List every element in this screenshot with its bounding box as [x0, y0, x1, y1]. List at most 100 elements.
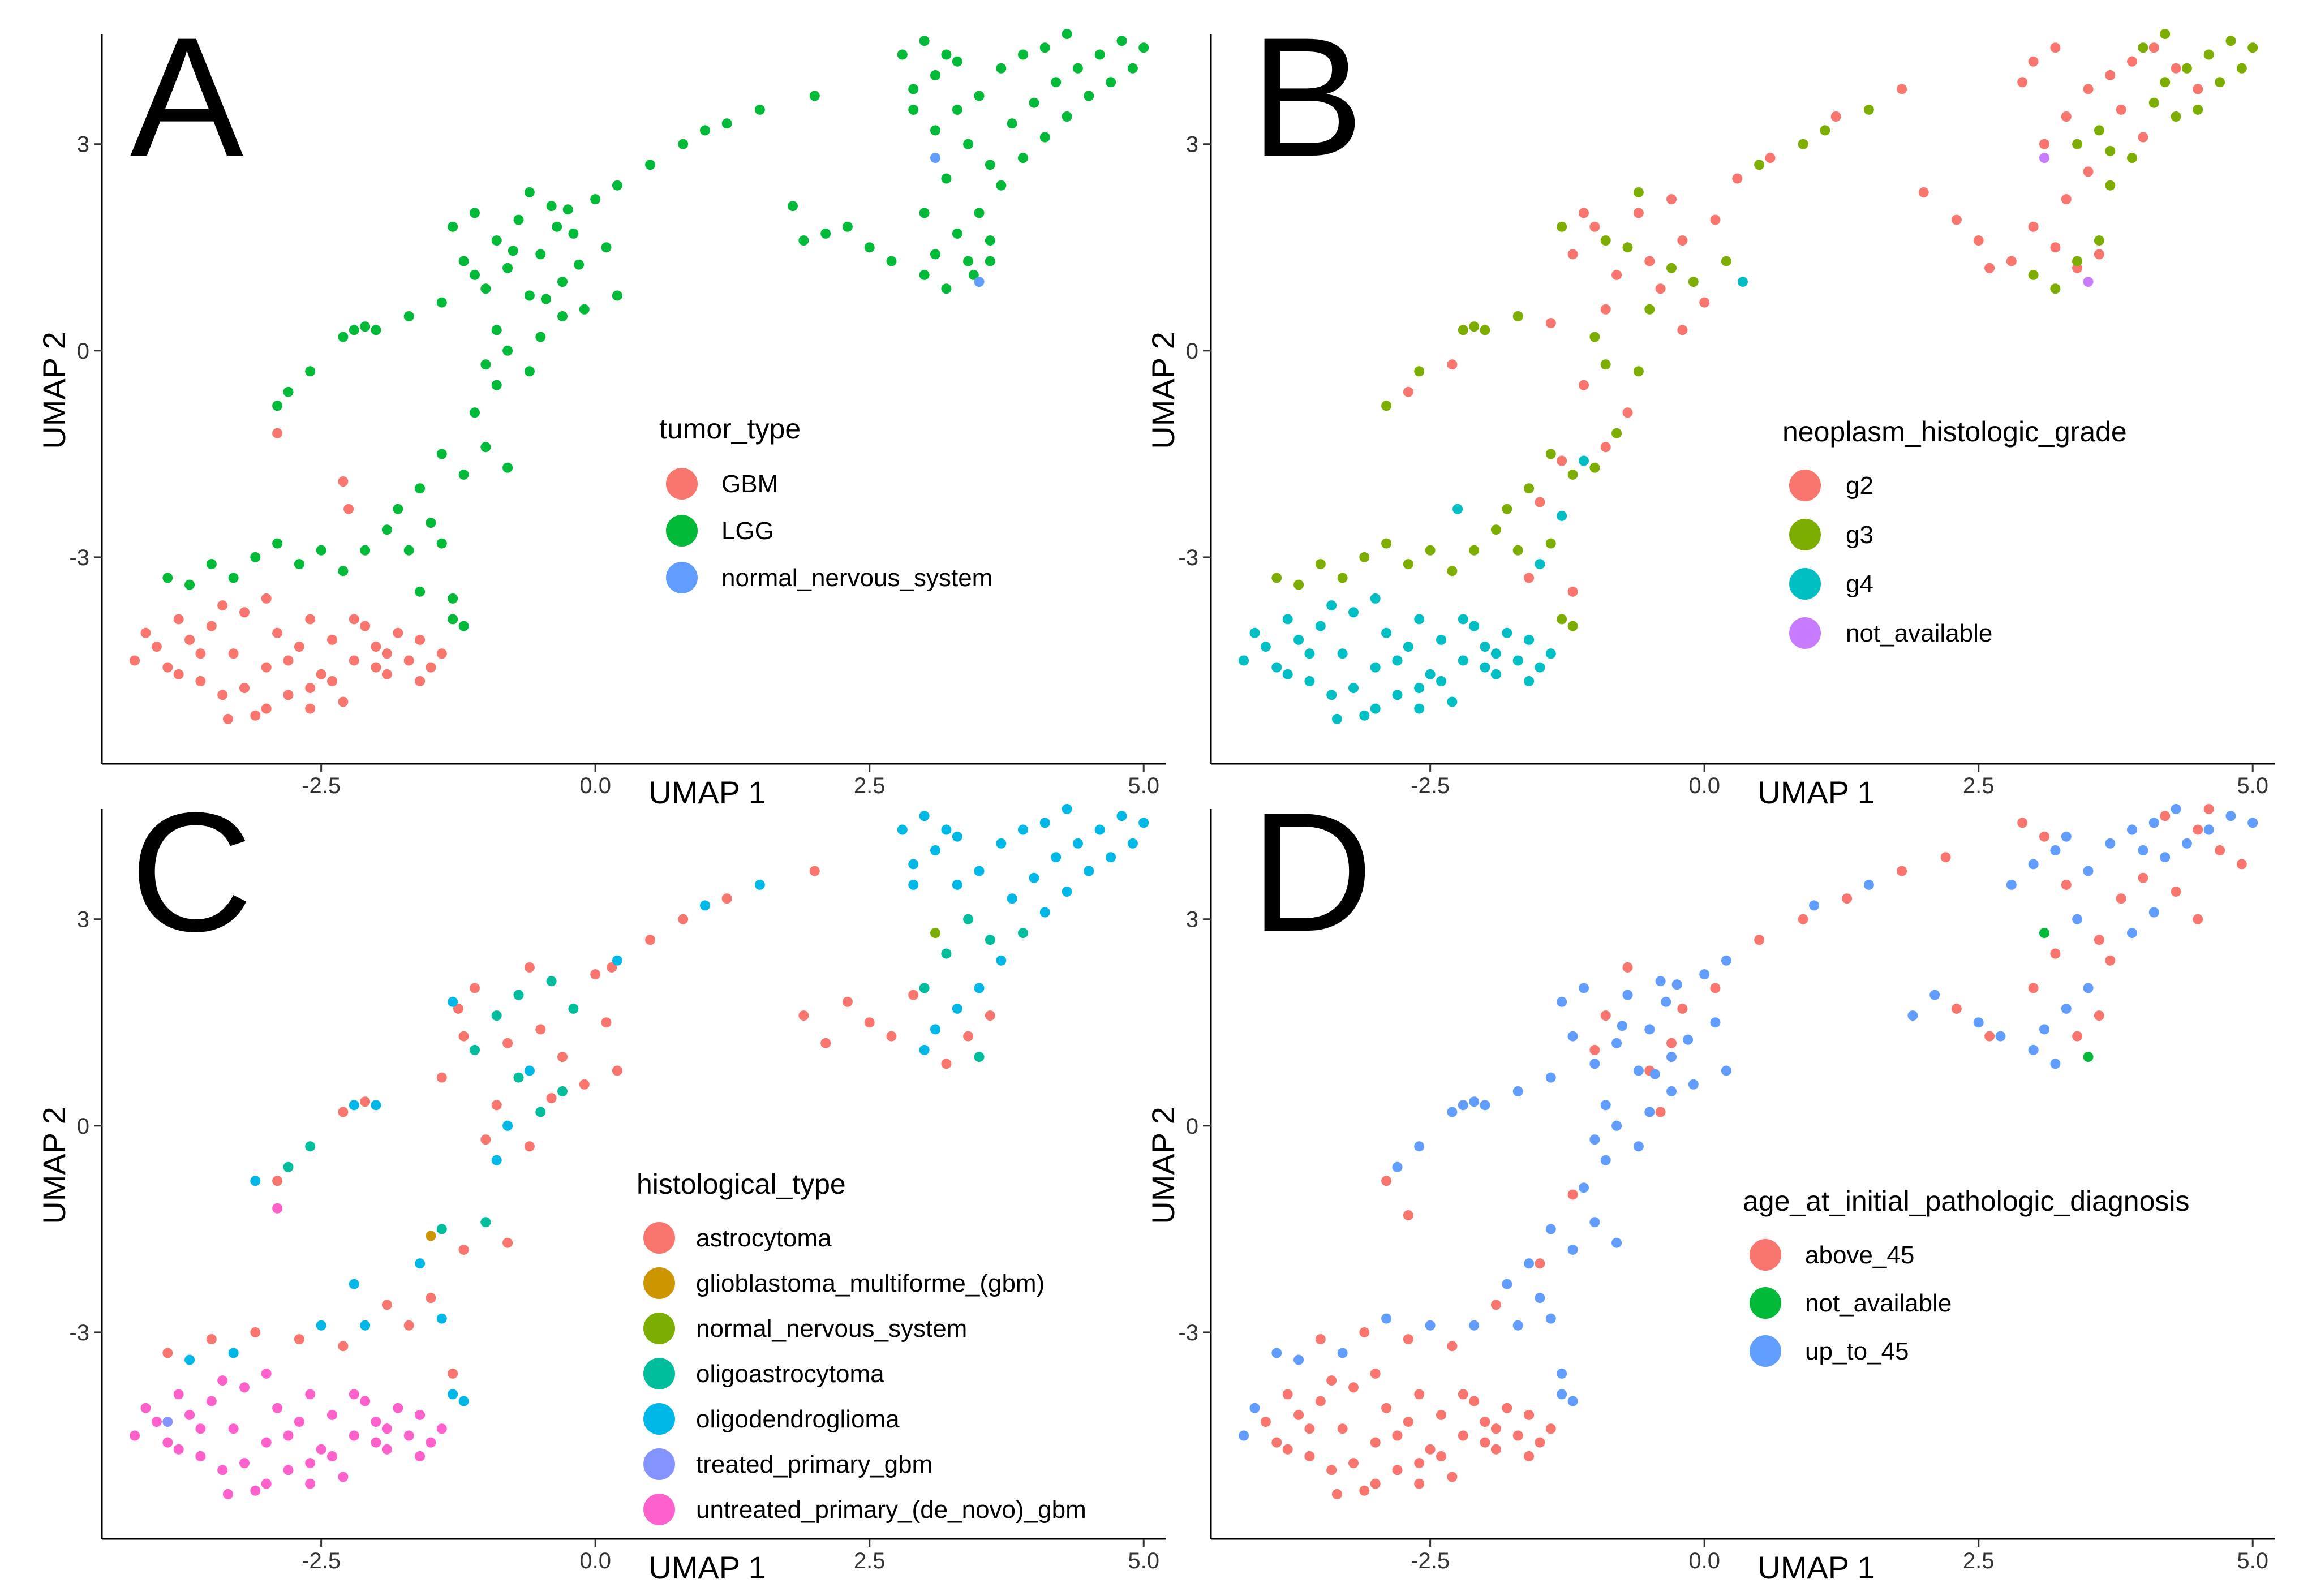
point-g4: [1414, 683, 1425, 694]
point-lgg: [963, 256, 974, 266]
point-g3: [1469, 321, 1480, 332]
point-g3: [1622, 242, 1633, 253]
point-oligoastrocytoma: [491, 1010, 502, 1021]
point-above-45: [2094, 935, 2104, 945]
point-gbm: [184, 634, 195, 645]
point-gbm: [381, 669, 392, 679]
point-above-45: [1414, 1389, 1425, 1400]
point-g4: [1545, 648, 1556, 659]
point-up-to-45: [1545, 1072, 1556, 1083]
point-astrocytoma: [535, 1024, 546, 1035]
point-lgg: [788, 201, 798, 212]
point-lgg: [272, 401, 283, 411]
point-oligoastrocytoma: [480, 1217, 491, 1228]
point-astrocytoma: [338, 1107, 349, 1117]
point-above-45: [1304, 1451, 1315, 1461]
point-oligodendroglioma: [349, 1100, 359, 1111]
point-gbm: [338, 696, 349, 707]
point-above-45: [1951, 1003, 1962, 1014]
point-up-to-45: [2061, 1003, 2072, 1014]
point-g3: [1600, 359, 1611, 370]
legend-key-not-available: [1789, 617, 1821, 649]
point-lgg: [1062, 29, 1072, 39]
point-not-available: [2039, 928, 2049, 939]
point-gbm: [393, 627, 403, 638]
point-above-45: [1370, 1478, 1381, 1489]
point-g4: [1315, 621, 1326, 631]
point-oligodendroglioma: [700, 900, 710, 911]
point-up-to-45: [1535, 1293, 1545, 1304]
point-untreated-primary-de-novo-gbm: [283, 1465, 294, 1475]
point-lgg: [919, 208, 930, 218]
point-up-to-45: [1579, 1182, 1589, 1193]
point-above-45: [1524, 1409, 1535, 1420]
point-up-to-45: [1611, 1237, 1622, 1248]
point-lgg: [305, 366, 316, 377]
point-oligodendroglioma: [316, 1320, 326, 1331]
point-above-45: [2094, 1010, 2104, 1021]
point-g2: [1567, 586, 1578, 597]
panel-c-y-label: UMAP 2: [36, 1107, 72, 1224]
point-g2: [2083, 84, 2094, 94]
point-lgg: [371, 325, 381, 335]
point-g4: [1502, 627, 1512, 638]
panel-a-x-label: UMAP 1: [648, 775, 766, 810]
point-lgg: [228, 573, 239, 583]
point-untreated-primary-de-novo-gbm: [283, 1430, 294, 1441]
point-oligodendroglioma: [952, 831, 962, 842]
legend-key-astrocytoma: [643, 1222, 675, 1254]
point-above-45: [1897, 866, 1907, 876]
point-up-to-45: [1863, 879, 1874, 890]
point-g4: [1239, 655, 1249, 666]
legend-key-up-to-45: [1750, 1335, 1781, 1367]
point-g3: [1557, 221, 1567, 232]
point-g2: [1710, 214, 1721, 225]
point-g3: [1557, 614, 1567, 625]
point-oligodendroglioma: [952, 1003, 962, 1014]
point-g3: [1567, 469, 1578, 480]
point-gbm: [316, 669, 326, 679]
point-above-45: [1622, 962, 1633, 973]
point-gbm: [415, 676, 426, 686]
point-g3: [1337, 573, 1348, 583]
point-g3: [1512, 311, 1523, 321]
point-above-45: [1666, 1038, 1677, 1048]
panel-b: B -2.5 0.0 2.5 5.0 -3 0 3 UMAP 1 UMAP 2 neopla…: [1145, 2, 2275, 810]
point-gbm: [261, 703, 272, 714]
point-g4: [1557, 510, 1567, 521]
point-oligodendroglioma: [1127, 838, 1138, 849]
panel-a: A -2.5 0.0 2.5 5.0 -3 0 3 UMAP 1 UMAP 2 tumor_…: [36, 2, 1166, 810]
point-astrocytoma: [963, 1031, 974, 1042]
point-g2: [2050, 42, 2061, 53]
point-above-45: [1490, 1423, 1501, 1434]
point-gbm: [261, 662, 272, 673]
point-up-to-45: [2083, 866, 2094, 876]
point-astrocytoma: [524, 1141, 535, 1152]
point-up-to-45: [1622, 990, 1633, 1000]
point-above-45: [1315, 1334, 1326, 1345]
point-g3: [1293, 579, 1304, 590]
point-lgg: [1018, 49, 1028, 60]
point-oligodendroglioma: [491, 1155, 502, 1165]
point-above-45: [1480, 1417, 1490, 1427]
point-g3: [1633, 366, 1644, 377]
point-astrocytoma: [941, 1059, 952, 1069]
point-lgg: [820, 228, 831, 239]
point-lgg: [458, 621, 469, 631]
point-gbm: [217, 690, 228, 700]
point-above-45: [1677, 1003, 1688, 1014]
legend-key-oligodendroglioma: [643, 1403, 675, 1435]
point-untreated-primary-de-novo-gbm: [393, 1403, 403, 1413]
point-astrocytoma: [579, 1079, 590, 1090]
point-untreated-primary-de-novo-gbm: [338, 1472, 349, 1482]
legend-label-not-available: not_available: [1805, 1289, 1952, 1317]
point-up-to-45: [1671, 979, 1682, 990]
point-g2: [1600, 304, 1611, 315]
point-up-to-45: [2160, 852, 2171, 863]
legend-label-not-available: not_available: [1846, 620, 1992, 647]
point-g3: [1567, 621, 1578, 631]
point-astrocytoma: [360, 1096, 371, 1107]
point-untreated-primary-de-novo-gbm: [140, 1403, 151, 1413]
x-tick-label: 5.0: [2237, 773, 2268, 798]
point-up-to-45: [1249, 1403, 1260, 1413]
